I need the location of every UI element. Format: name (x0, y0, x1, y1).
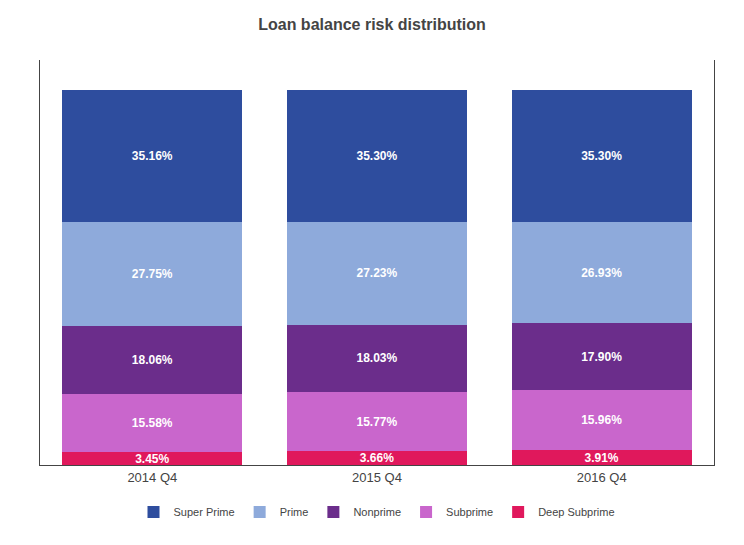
svg-text:Subprime: Subprime (446, 506, 493, 518)
svg-text:3.45%: 3.45% (135, 452, 169, 466)
svg-text:18.06%: 18.06% (132, 353, 173, 367)
svg-text:35.30%: 35.30% (581, 149, 622, 163)
svg-text:Loan balance risk distribution: Loan balance risk distribution (258, 16, 486, 33)
svg-text:27.75%: 27.75% (132, 267, 173, 281)
svg-text:3.91%: 3.91% (584, 451, 618, 465)
svg-text:15.58%: 15.58% (132, 416, 173, 430)
svg-text:15.96%: 15.96% (581, 413, 622, 427)
svg-text:18.03%: 18.03% (356, 351, 397, 365)
svg-text:15.77%: 15.77% (356, 415, 397, 429)
svg-text:Prime: Prime (280, 506, 309, 518)
svg-text:Nonprime: Nonprime (353, 506, 401, 518)
svg-text:35.16%: 35.16% (132, 149, 173, 163)
svg-text:2016 Q4: 2016 Q4 (577, 470, 627, 485)
svg-text:Super Prime: Super Prime (174, 506, 235, 518)
svg-text:2015 Q4: 2015 Q4 (352, 470, 402, 485)
svg-text:3.66%: 3.66% (360, 451, 394, 465)
svg-text:Deep Subprime: Deep Subprime (538, 506, 614, 518)
svg-text:26.93%: 26.93% (581, 266, 622, 280)
svg-text:2014 Q4: 2014 Q4 (127, 470, 177, 485)
svg-text:27.23%: 27.23% (356, 266, 397, 280)
svg-text:17.90%: 17.90% (581, 350, 622, 364)
svg-text:35.30%: 35.30% (356, 149, 397, 163)
